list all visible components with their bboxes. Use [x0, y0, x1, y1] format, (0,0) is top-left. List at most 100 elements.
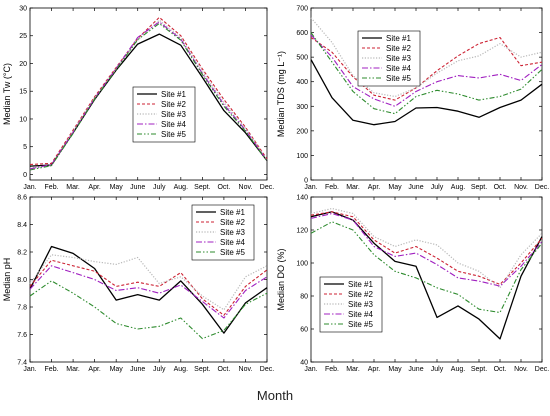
y-tick-label: 60 [300, 327, 308, 334]
y-tick-label: 8.0 [17, 277, 27, 284]
x-tick-label: Oct. [494, 184, 507, 191]
legend-label: Site #2 [386, 44, 411, 53]
series-line-site-2 [310, 211, 543, 285]
legend-label: Site #3 [220, 228, 245, 237]
legend-label: Site #4 [220, 238, 245, 247]
x-tick-label: Aug. [174, 366, 188, 373]
x-tick-label: Nov. [239, 366, 253, 373]
x-tick-label: Feb. [45, 184, 59, 191]
y-tick-label: 7.4 [17, 360, 27, 367]
y-tick-label: 80 [300, 294, 308, 301]
y-tick-label: 200 [296, 128, 308, 135]
y-tick-label: 40 [300, 360, 308, 367]
plot-frame [310, 196, 543, 363]
series-line-site-1 [310, 59, 543, 126]
series-line-site-4 [310, 212, 543, 287]
series-line-site-3 [29, 254, 268, 311]
legend-label: Site #1 [161, 90, 186, 99]
y-axis-label: Median DO (%) [276, 248, 286, 310]
x-tick-label: June [408, 366, 423, 373]
legend-label: Site #4 [348, 310, 373, 319]
x-tick-label: Nov. [514, 366, 528, 373]
y-tick-label: 100 [296, 261, 308, 268]
series-line-site-5 [29, 280, 268, 340]
legend-label: Site #3 [348, 300, 373, 309]
legend-label: Site #2 [220, 218, 245, 227]
y-tick-label: 7.6 [17, 332, 27, 339]
x-tick-label: Apr. [88, 184, 101, 191]
legend-label: Site #3 [161, 110, 186, 119]
x-tick-label: Dec. [535, 366, 549, 373]
y-tick-label: 500 [296, 55, 308, 62]
y-tick-label: 15 [19, 89, 27, 96]
x-tick-label: Sept. [471, 366, 487, 373]
y-tick-label: 0 [23, 172, 27, 179]
legend-label: Site #5 [161, 130, 186, 139]
chart-panel-2: 0 100 200 300 400 500 600 700 Jan. Feb. Mar. Apr. Ma… [276, 6, 549, 192]
x-tick-label: Jan. [23, 184, 36, 191]
x-tick-label: Oct. [217, 184, 230, 191]
x-tick-label: Sept. [194, 184, 210, 191]
x-tick-label: Aug. [451, 366, 465, 373]
x-tick-label: Feb. [45, 366, 59, 373]
legend-label: Site #5 [348, 320, 373, 329]
y-tick-label: 30 [19, 6, 27, 13]
legend-label: Site #1 [348, 280, 373, 289]
y-tick-label: 400 [296, 79, 308, 86]
x-tick-label: June [130, 184, 145, 191]
y-tick-label: 140 [296, 195, 308, 202]
series-line-site-4 [310, 34, 543, 107]
y-tick-label: 700 [296, 6, 308, 13]
x-tick-label: July [431, 184, 444, 191]
x-tick-label: Dec. [535, 184, 549, 191]
x-tick-label: Nov. [514, 184, 528, 191]
legend-box [319, 276, 383, 333]
y-tick-label: 100 [296, 153, 308, 160]
x-tick-label: Dec. [260, 366, 274, 373]
x-tick-label: Apr. [88, 366, 101, 373]
series-line-site-3 [310, 17, 543, 98]
x-tick-label: Apr. [368, 184, 381, 191]
x-tick-label: Mar. [346, 184, 360, 191]
legend-label: Site #5 [386, 74, 411, 83]
x-tick-label: Nov. [239, 184, 253, 191]
y-axis-label: Median pH [2, 258, 12, 302]
y-tick-label: 600 [296, 30, 308, 37]
y-tick-label: 300 [296, 104, 308, 111]
x-tick-label: Mar. [66, 366, 80, 373]
x-tick-label: Aug. [174, 184, 188, 191]
legend-label: Site #3 [386, 54, 411, 63]
x-tick-label: Feb. [325, 184, 339, 191]
legend-label: Site #4 [161, 120, 186, 129]
legend-label: Site #2 [161, 100, 186, 109]
x-tick-label: Apr. [368, 366, 381, 373]
plot-frame [310, 7, 543, 181]
x-tick-label: Jan. [23, 366, 36, 373]
x-tick-label: Mar. [346, 366, 360, 373]
x-tick-label: May [110, 184, 124, 191]
series-line-site-1 [29, 245, 268, 334]
x-tick-label: June [408, 184, 423, 191]
y-axis-label: Median Tw (°C) [2, 63, 12, 125]
x-tick-label: Mar. [66, 184, 80, 191]
series-line-site-3 [29, 19, 268, 169]
legend-label: Site #2 [348, 290, 373, 299]
y-tick-label: 5 [23, 144, 27, 151]
y-tick-label: 8.6 [17, 195, 27, 202]
x-axis-title: Month [256, 388, 294, 403]
y-tick-label: 25 [19, 33, 27, 40]
chart-panel-4: 40 60 80 100 120 140 Jan. Feb. Mar. Apr. May June Ju… [276, 195, 549, 374]
plot-frame [29, 7, 268, 181]
legend-label: Site #5 [220, 248, 245, 257]
x-tick-label: Feb. [325, 366, 339, 373]
x-tick-label: May [110, 366, 124, 373]
series-line-site-2 [29, 259, 268, 316]
y-tick-label: 7.8 [17, 305, 27, 312]
chart-panel-3: 7.4 7.6 7.8 8.0 8.2 8.4 8.6 Jan. Feb. Mar. Apr. May… [2, 195, 274, 374]
legend-label: Site #1 [220, 208, 245, 217]
x-tick-label: May [388, 184, 402, 191]
x-tick-label: July [431, 366, 444, 373]
